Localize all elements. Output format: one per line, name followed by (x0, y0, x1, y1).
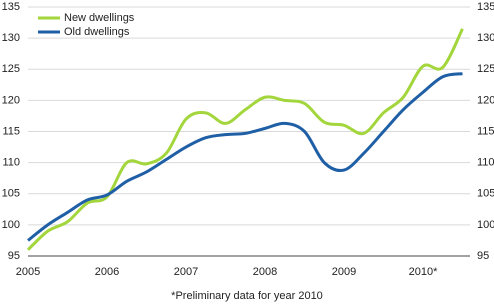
x-tick-label: 2006 (95, 266, 119, 278)
y-tick-label: 105 (2, 188, 20, 200)
y2-tick-label: 135 (477, 1, 494, 13)
y2-tick-label: 100 (477, 219, 494, 231)
y-tick-label: 95 (8, 250, 20, 262)
y-tick-label: 110 (2, 157, 20, 169)
y-tick-label: 100 (2, 219, 20, 231)
y-tick-label: 120 (2, 94, 20, 106)
x-tick-label: 2008 (253, 266, 277, 278)
y2-tick-label: 120 (477, 94, 494, 106)
x-tick-label: 2007 (174, 266, 198, 278)
x-tick-label: 2010* (409, 266, 438, 278)
legend-label: Old dwellings (64, 26, 130, 38)
x-tick-label: 2009 (332, 266, 356, 278)
y2-tick-label: 110 (477, 157, 494, 169)
y-tick-label: 130 (2, 32, 20, 44)
series-line (26, 28, 464, 251)
y-tick-label: 125 (2, 63, 20, 75)
y2-tick-label: 95 (477, 250, 489, 262)
y2-tick-label: 125 (477, 63, 494, 75)
y2-tick-label: 105 (477, 188, 494, 200)
y2-tick-label: 130 (477, 32, 494, 44)
y-tick-label: 115 (2, 125, 20, 137)
x-tick-label: 2005 (16, 266, 40, 278)
footnote: *Preliminary data for year 2010 (171, 290, 323, 302)
series-line (27, 72, 463, 242)
y-tick-label: 135 (2, 1, 20, 13)
y2-tick-label: 115 (477, 125, 494, 137)
legend-label: New dwellings (64, 12, 135, 24)
